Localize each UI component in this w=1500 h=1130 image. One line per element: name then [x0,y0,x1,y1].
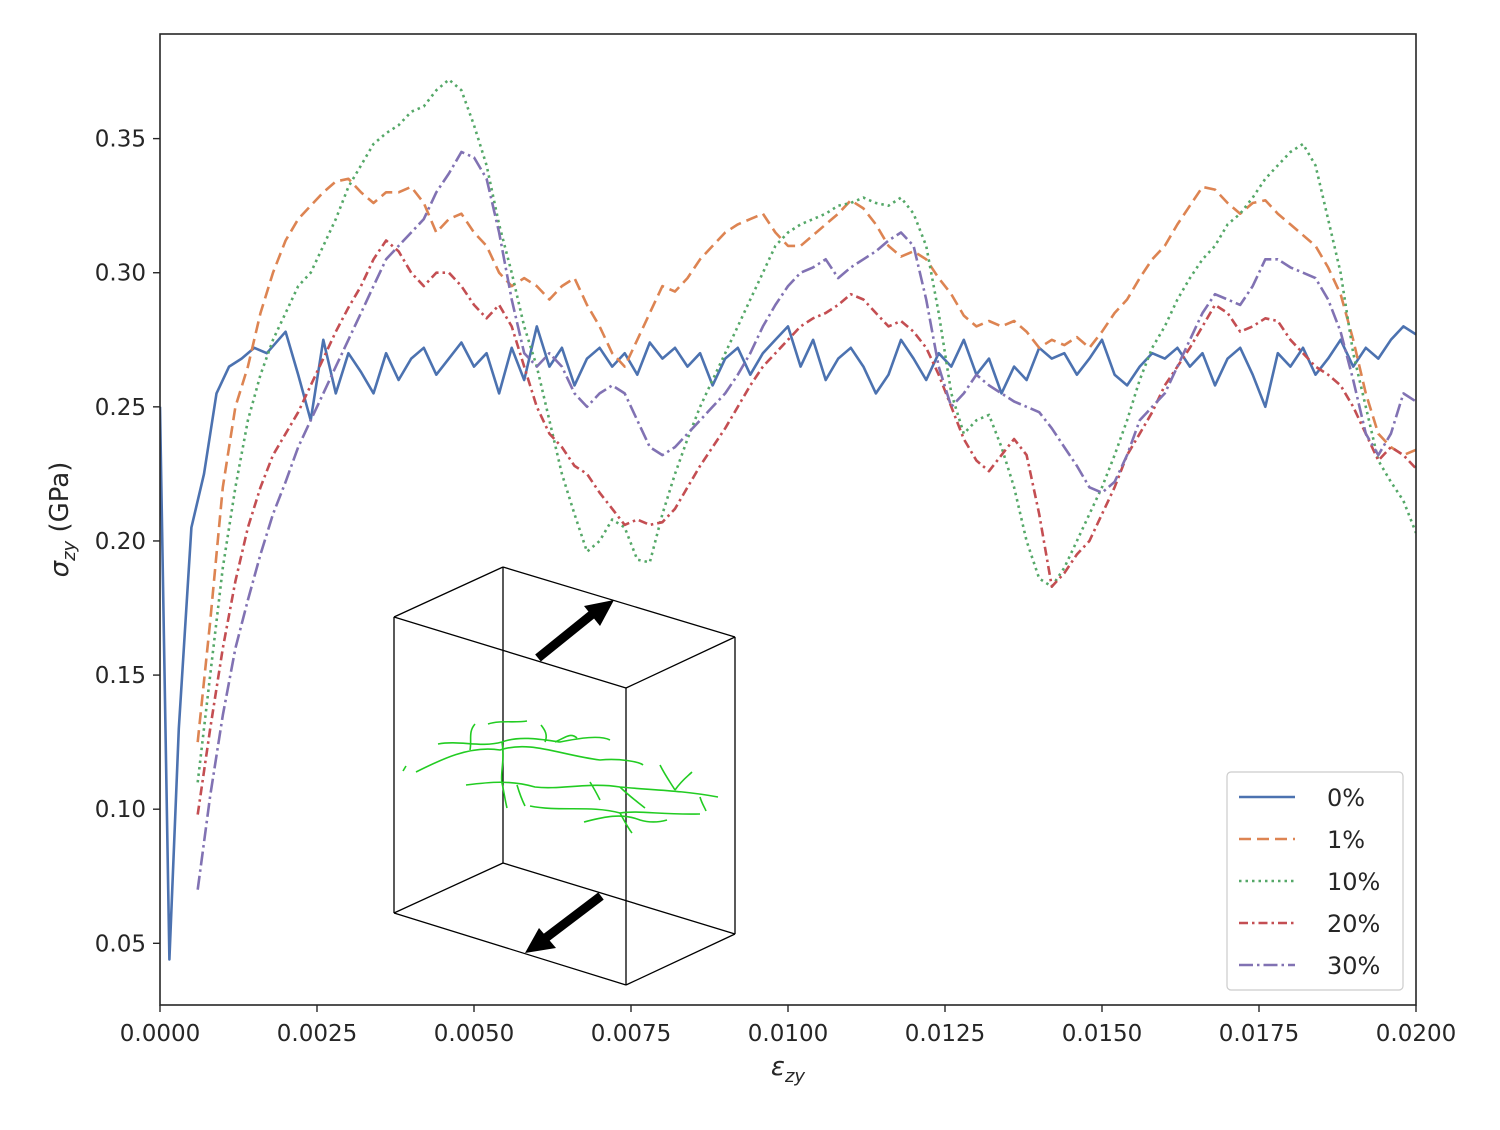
shear-arrow-bottom-head [525,928,556,953]
inset-box-edge [625,636,736,689]
inset-box-edge [625,933,736,986]
legend-items: 0% 1% 10% 20% 30% [1239,784,1380,980]
legend-label: 10% [1327,868,1380,896]
series-line-1pct [196,177,1416,743]
dislocation-line [554,734,578,743]
dislocation-line [529,805,701,815]
y-tick-label: 0.10 [95,797,146,823]
series-line-20pct [196,239,1416,815]
legend-box [1226,771,1404,991]
x-axis-label: εzy [771,1052,806,1087]
inset-box-edge [502,566,736,638]
dislocation-line [516,784,526,807]
dislocation-line [415,745,644,773]
dislocation-line [500,741,508,809]
dislocation-line [674,771,693,791]
inset-box-edge [393,912,627,986]
x-axis-label-main: ε [771,1052,785,1082]
y-tick-label: 0.30 [95,261,146,287]
series-line-30pct [196,150,1416,890]
dislocation-line [589,781,601,801]
dislocation-line [583,815,668,823]
legend: 0% 1% 10% 20% 30% [1226,771,1404,991]
series-line-10pct [196,78,1416,783]
y-axis-label-subscript: zy [59,540,80,561]
dislocation-line [619,786,646,809]
y-tick-label: 0.15 [95,663,146,689]
dislocation-line [659,764,676,791]
x-tick-label: 0.0175 [1219,1021,1299,1047]
shear-arrow-bottom [540,892,604,944]
series-line-0pct [160,325,1416,961]
dislocation-line [437,736,611,746]
y-tick-label: 0.25 [95,395,146,421]
x-tick-label: 0.0100 [748,1021,828,1047]
y-tick-label: 0.20 [95,529,146,555]
y-axis-label: σzy (GPa) [45,462,80,578]
shear-arrow-top-head [584,600,614,626]
inset-box-edge [393,616,627,689]
inset-box-edge [502,862,736,935]
y-tick-label: 0.35 [95,127,146,153]
legend-label: 1% [1327,826,1365,854]
series-layer [160,78,1416,961]
x-tick-label: 0.0150 [1062,1021,1142,1047]
inset-shear-box-diagram [393,566,736,986]
inset-box-edge [393,862,504,914]
x-tick-label: 0.0025 [277,1021,357,1047]
x-tick-label: 0.0125 [905,1021,985,1047]
dislocation-line [619,812,633,834]
x-tick-label: 0.0000 [120,1021,200,1047]
dislocation-line [402,765,407,772]
dislocation-line [699,796,707,812]
x-tick-label: 0.0050 [434,1021,514,1047]
y-tick-label: 0.05 [95,931,146,957]
legend-label: 20% [1327,910,1380,938]
tick-layer: 0.0000 0.0025 0.0050 0.0075 0.0100 0.0125 0.01… [95,127,1456,1047]
dislocation-line [540,724,548,743]
inset-box-edge [393,566,504,618]
x-tick-label: 0.0200 [1376,1021,1456,1047]
y-axis-label-main: σ [45,559,75,577]
shear-arrow-top [535,608,598,662]
dislocation-line [469,723,476,751]
x-axis-label-subscript: zy [784,1066,805,1087]
dislocation-line [487,720,528,725]
x-tick-label: 0.0075 [591,1021,671,1047]
legend-label: 30% [1327,952,1380,980]
legend-label: 0% [1327,784,1365,812]
y-axis-label-unit: (GPa) [45,462,75,541]
